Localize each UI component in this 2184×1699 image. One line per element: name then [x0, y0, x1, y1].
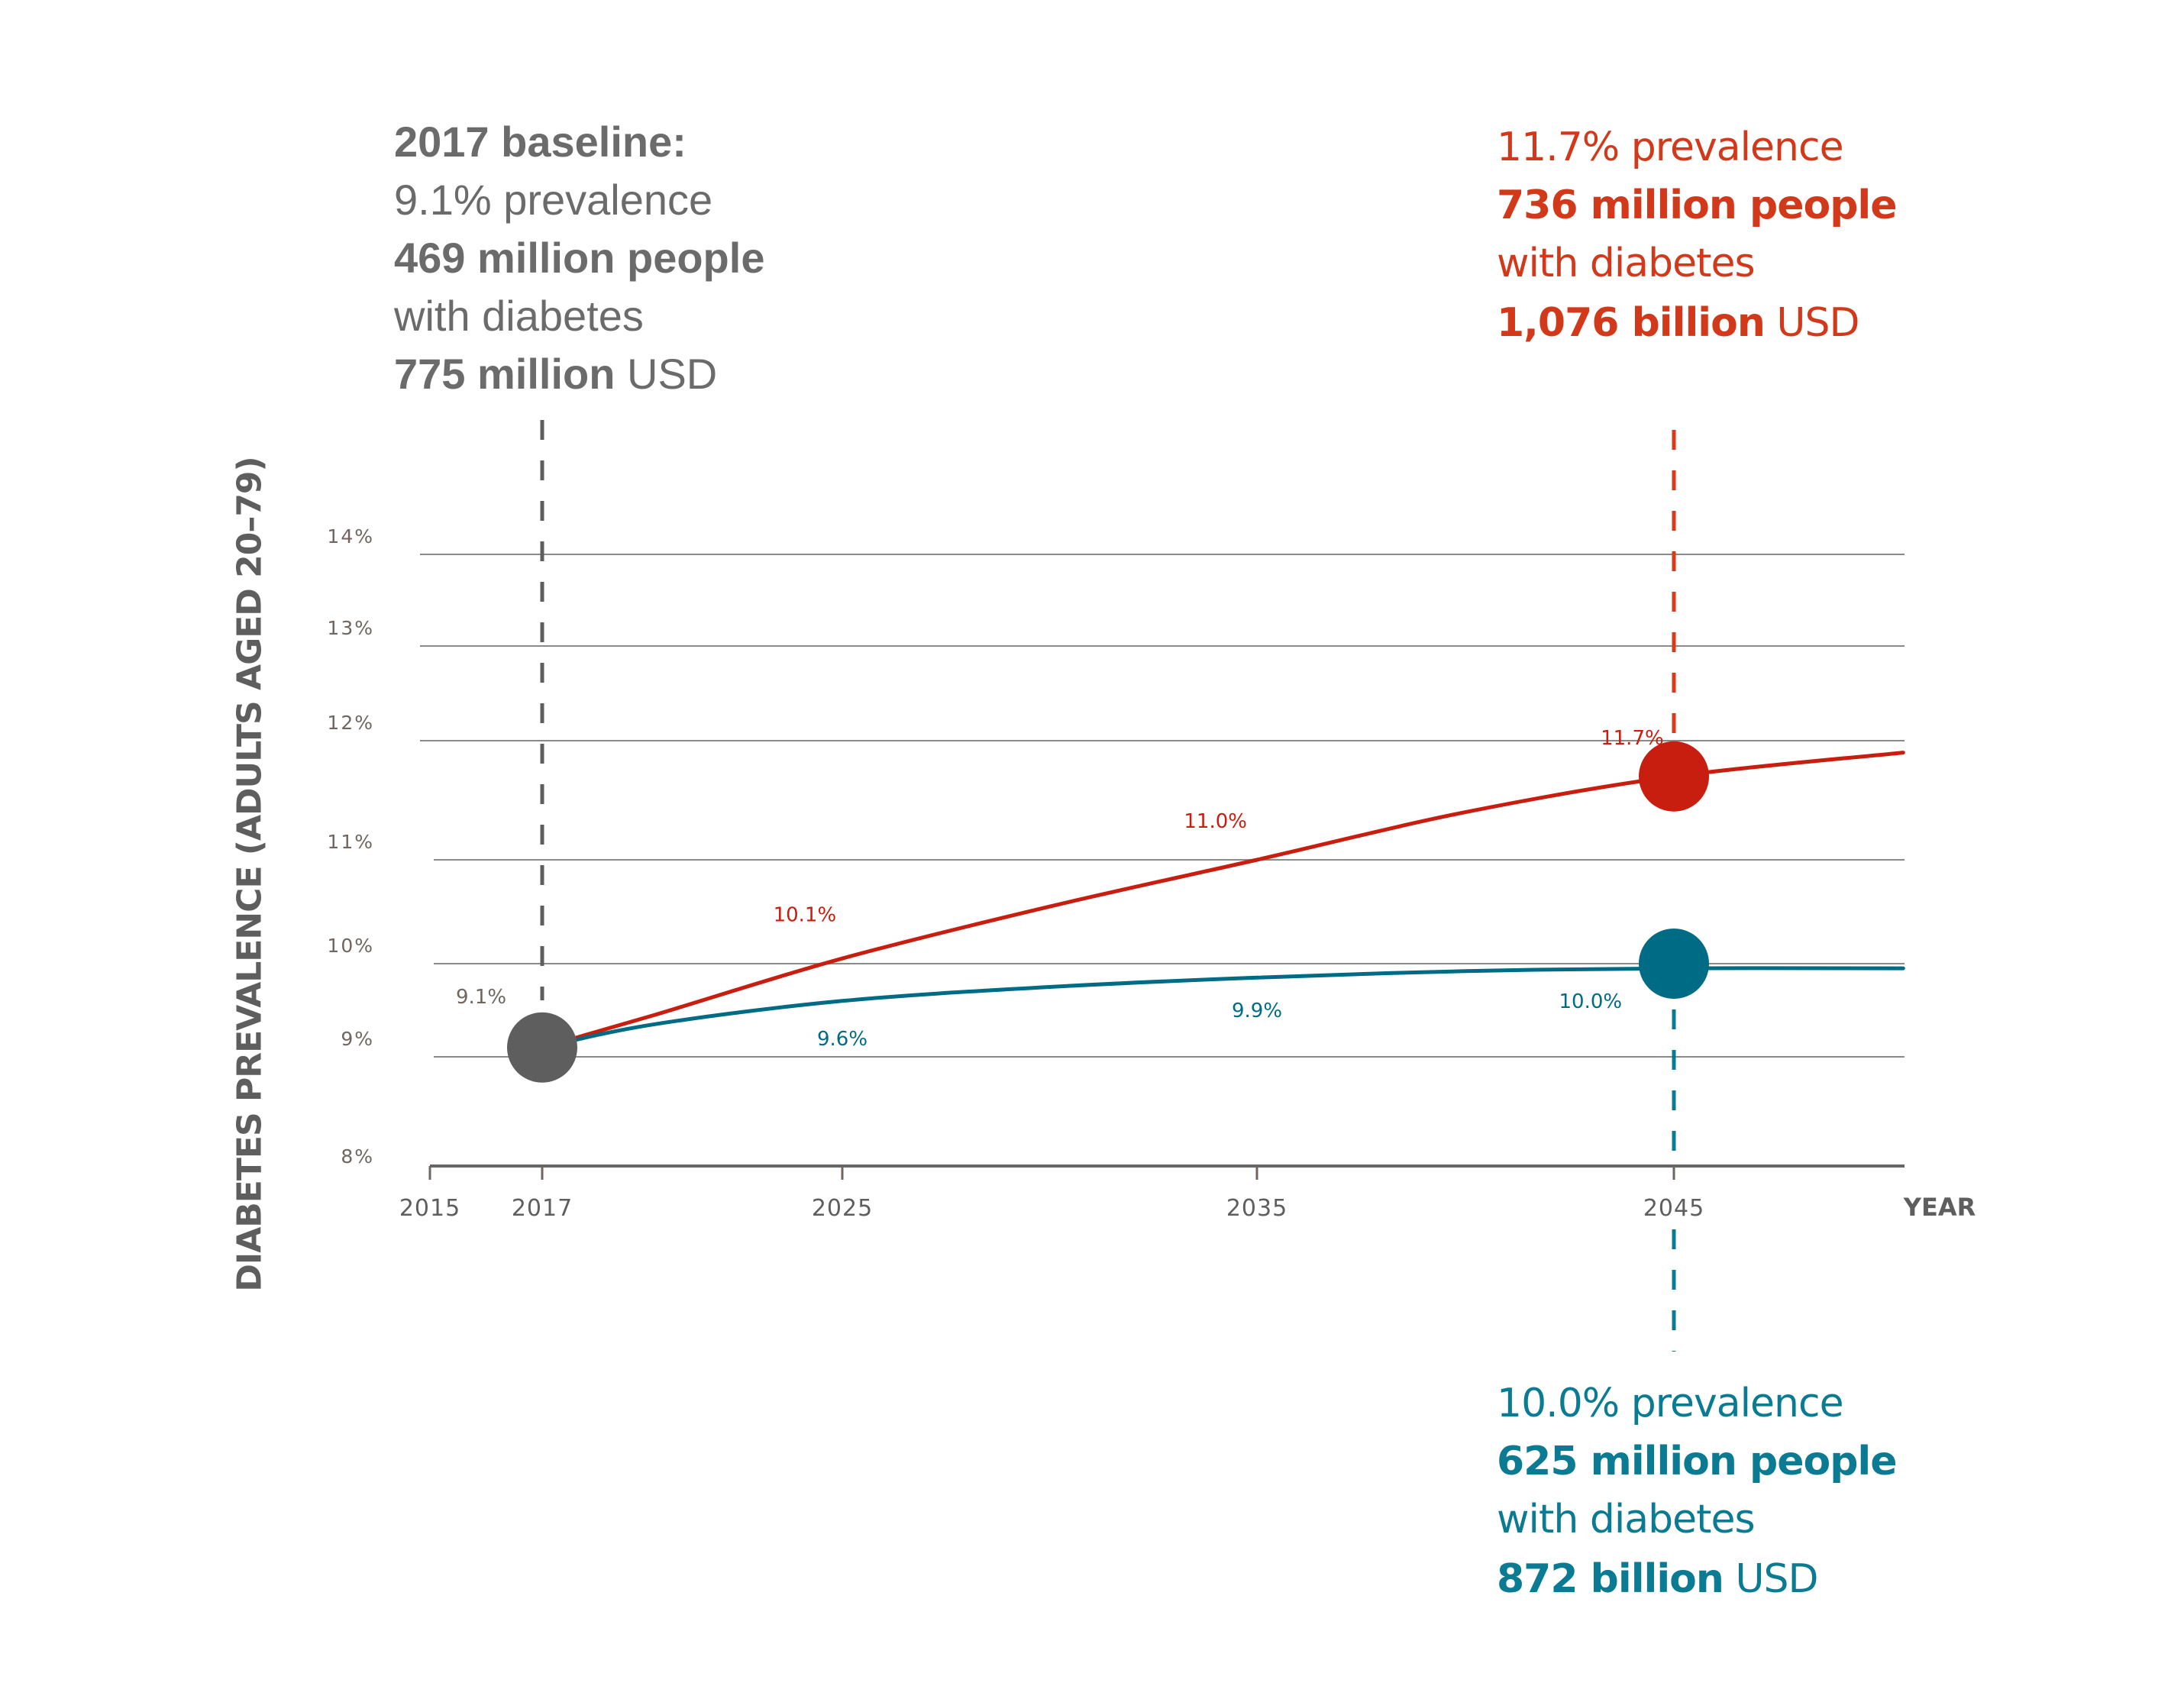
- x-tick-label: 2025: [812, 1195, 873, 1222]
- high-cost-unit: USD: [1764, 300, 1859, 346]
- x-axis-label: YEAR: [1903, 1193, 1976, 1222]
- high-people: 736 million people: [1497, 182, 1898, 228]
- high-cost: 1,076 billion: [1497, 300, 1766, 346]
- low-projection-annotation: 10.0% prevalence 625 million people with…: [1497, 1374, 1898, 1608]
- low-cost-unit: USD: [1723, 1556, 1818, 1602]
- baseline-cost: 775 million: [394, 350, 615, 398]
- low-data-label: 10.0%: [1559, 990, 1622, 1013]
- baseline-title: 2017 baseline:: [394, 118, 687, 166]
- baseline-annotation: 2017 baseline: 9.1% prevalence 469 milli…: [394, 113, 764, 403]
- low-prevalence: 10.0% prevalence: [1497, 1381, 1844, 1426]
- high-projection-annotation: 11.7% prevalence 736 million people with…: [1497, 118, 1898, 352]
- y-tick-label: 11%: [327, 831, 374, 853]
- baseline-people-rest: with diabetes: [394, 292, 644, 340]
- low-people-rest: with diabetes: [1497, 1497, 1756, 1542]
- high-people-rest: with diabetes: [1497, 241, 1756, 286]
- high-data-label: 10.1%: [774, 903, 837, 926]
- high-data-label: 11.0%: [1184, 810, 1247, 833]
- baseline-prevalence: 9.1% prevalence: [394, 176, 713, 224]
- low-point: [1639, 929, 1709, 999]
- y-tick-label: 13%: [327, 617, 374, 639]
- low-cost: 872 billion: [1497, 1556, 1724, 1602]
- baseline-point: [507, 1012, 577, 1083]
- y-tick-label: 9%: [341, 1028, 374, 1050]
- baseline-point-label: 9.1%: [456, 986, 506, 1009]
- high-prevalence: 11.7% prevalence: [1497, 124, 1844, 170]
- high-data-label: 11.7%: [1601, 727, 1664, 750]
- low-people: 625 million people: [1497, 1439, 1898, 1484]
- y-tick-label: 10%: [327, 935, 374, 957]
- y-tick-label: 8%: [341, 1145, 374, 1168]
- baseline-cost-unit: USD: [615, 350, 718, 398]
- baseline-people: 469 million people: [394, 234, 765, 282]
- x-tick-label: 2015: [399, 1195, 460, 1222]
- x-tick-label: 2017: [512, 1195, 573, 1222]
- x-tick-label: 2035: [1226, 1195, 1287, 1222]
- high-point: [1639, 741, 1709, 812]
- y-tick-label: 12%: [327, 712, 374, 734]
- x-tick-label: 2045: [1643, 1195, 1704, 1222]
- low-data-label: 9.6%: [817, 1028, 867, 1051]
- y-tick-label: 14%: [327, 525, 374, 547]
- low-data-label: 9.9%: [1232, 1000, 1282, 1022]
